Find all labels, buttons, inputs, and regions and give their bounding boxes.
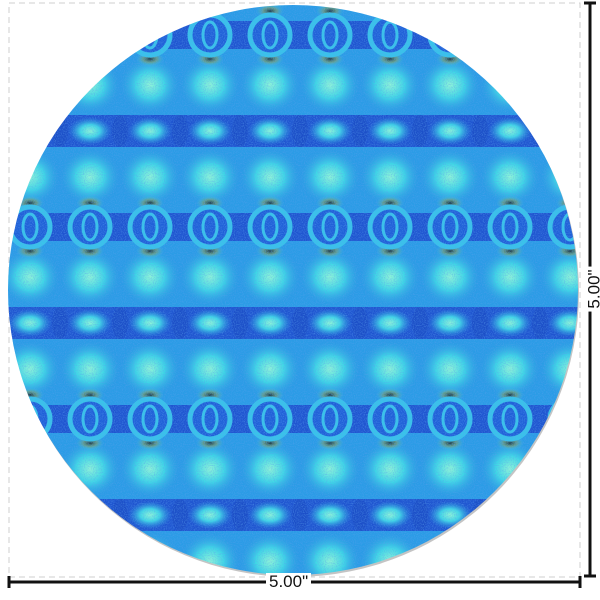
height-label: 5.00"	[585, 266, 600, 312]
width-label: 5.00"	[266, 573, 312, 591]
